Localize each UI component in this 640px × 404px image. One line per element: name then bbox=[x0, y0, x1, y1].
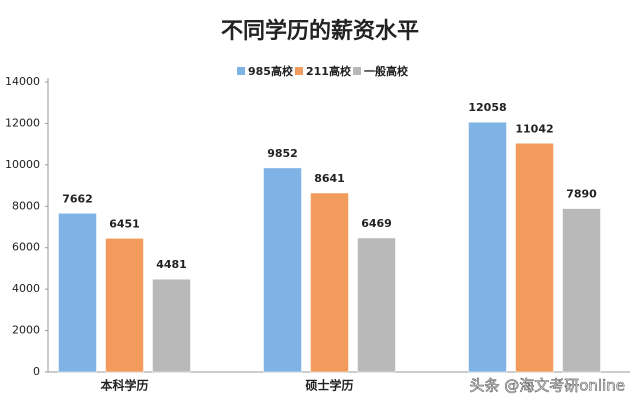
legend-label: 211高校 bbox=[306, 64, 352, 78]
value-label: 12058 bbox=[468, 101, 506, 114]
value-label: 4481 bbox=[156, 258, 187, 271]
legend-label: 985高校 bbox=[248, 64, 294, 78]
y-tick-label: 0 bbox=[33, 365, 40, 378]
value-label: 6451 bbox=[109, 217, 140, 230]
y-tick-label: 8000 bbox=[12, 199, 40, 212]
bar bbox=[152, 278, 191, 373]
y-tick-label: 12000 bbox=[5, 116, 40, 129]
y-tick-label: 2000 bbox=[12, 324, 40, 337]
value-label: 6469 bbox=[361, 217, 392, 230]
x-tick-label: 本科学历 bbox=[100, 378, 148, 393]
legend-label: 一般高校 bbox=[364, 64, 409, 78]
value-label: 8641 bbox=[314, 172, 345, 185]
bar bbox=[562, 208, 601, 373]
bar bbox=[58, 213, 97, 373]
legend-swatch bbox=[295, 67, 303, 75]
value-label: 11042 bbox=[515, 122, 553, 135]
y-tick-label: 14000 bbox=[5, 75, 40, 88]
plot: 0 2000 4000 6000 8000 10000 12000 14000 985高校 211… bbox=[5, 64, 630, 393]
watermark: 头条 @海文考研online bbox=[469, 377, 625, 395]
value-label: 9852 bbox=[267, 147, 298, 160]
value-label: 7890 bbox=[566, 188, 597, 201]
bar bbox=[515, 143, 554, 373]
chart-title: 不同学历的薪资水平 bbox=[221, 18, 419, 44]
x-tick-label: 硕士学历 bbox=[305, 378, 353, 393]
y-tick-label: 6000 bbox=[12, 241, 40, 254]
bar bbox=[263, 167, 302, 373]
y-tick-label: 4000 bbox=[12, 282, 40, 295]
bar bbox=[310, 192, 349, 373]
bar bbox=[468, 121, 507, 373]
legend-swatch bbox=[353, 67, 361, 75]
bar bbox=[357, 237, 396, 373]
value-label: 7662 bbox=[62, 192, 93, 205]
bar bbox=[105, 238, 144, 373]
legend-swatch bbox=[237, 67, 245, 75]
y-tick-label: 10000 bbox=[5, 158, 40, 171]
